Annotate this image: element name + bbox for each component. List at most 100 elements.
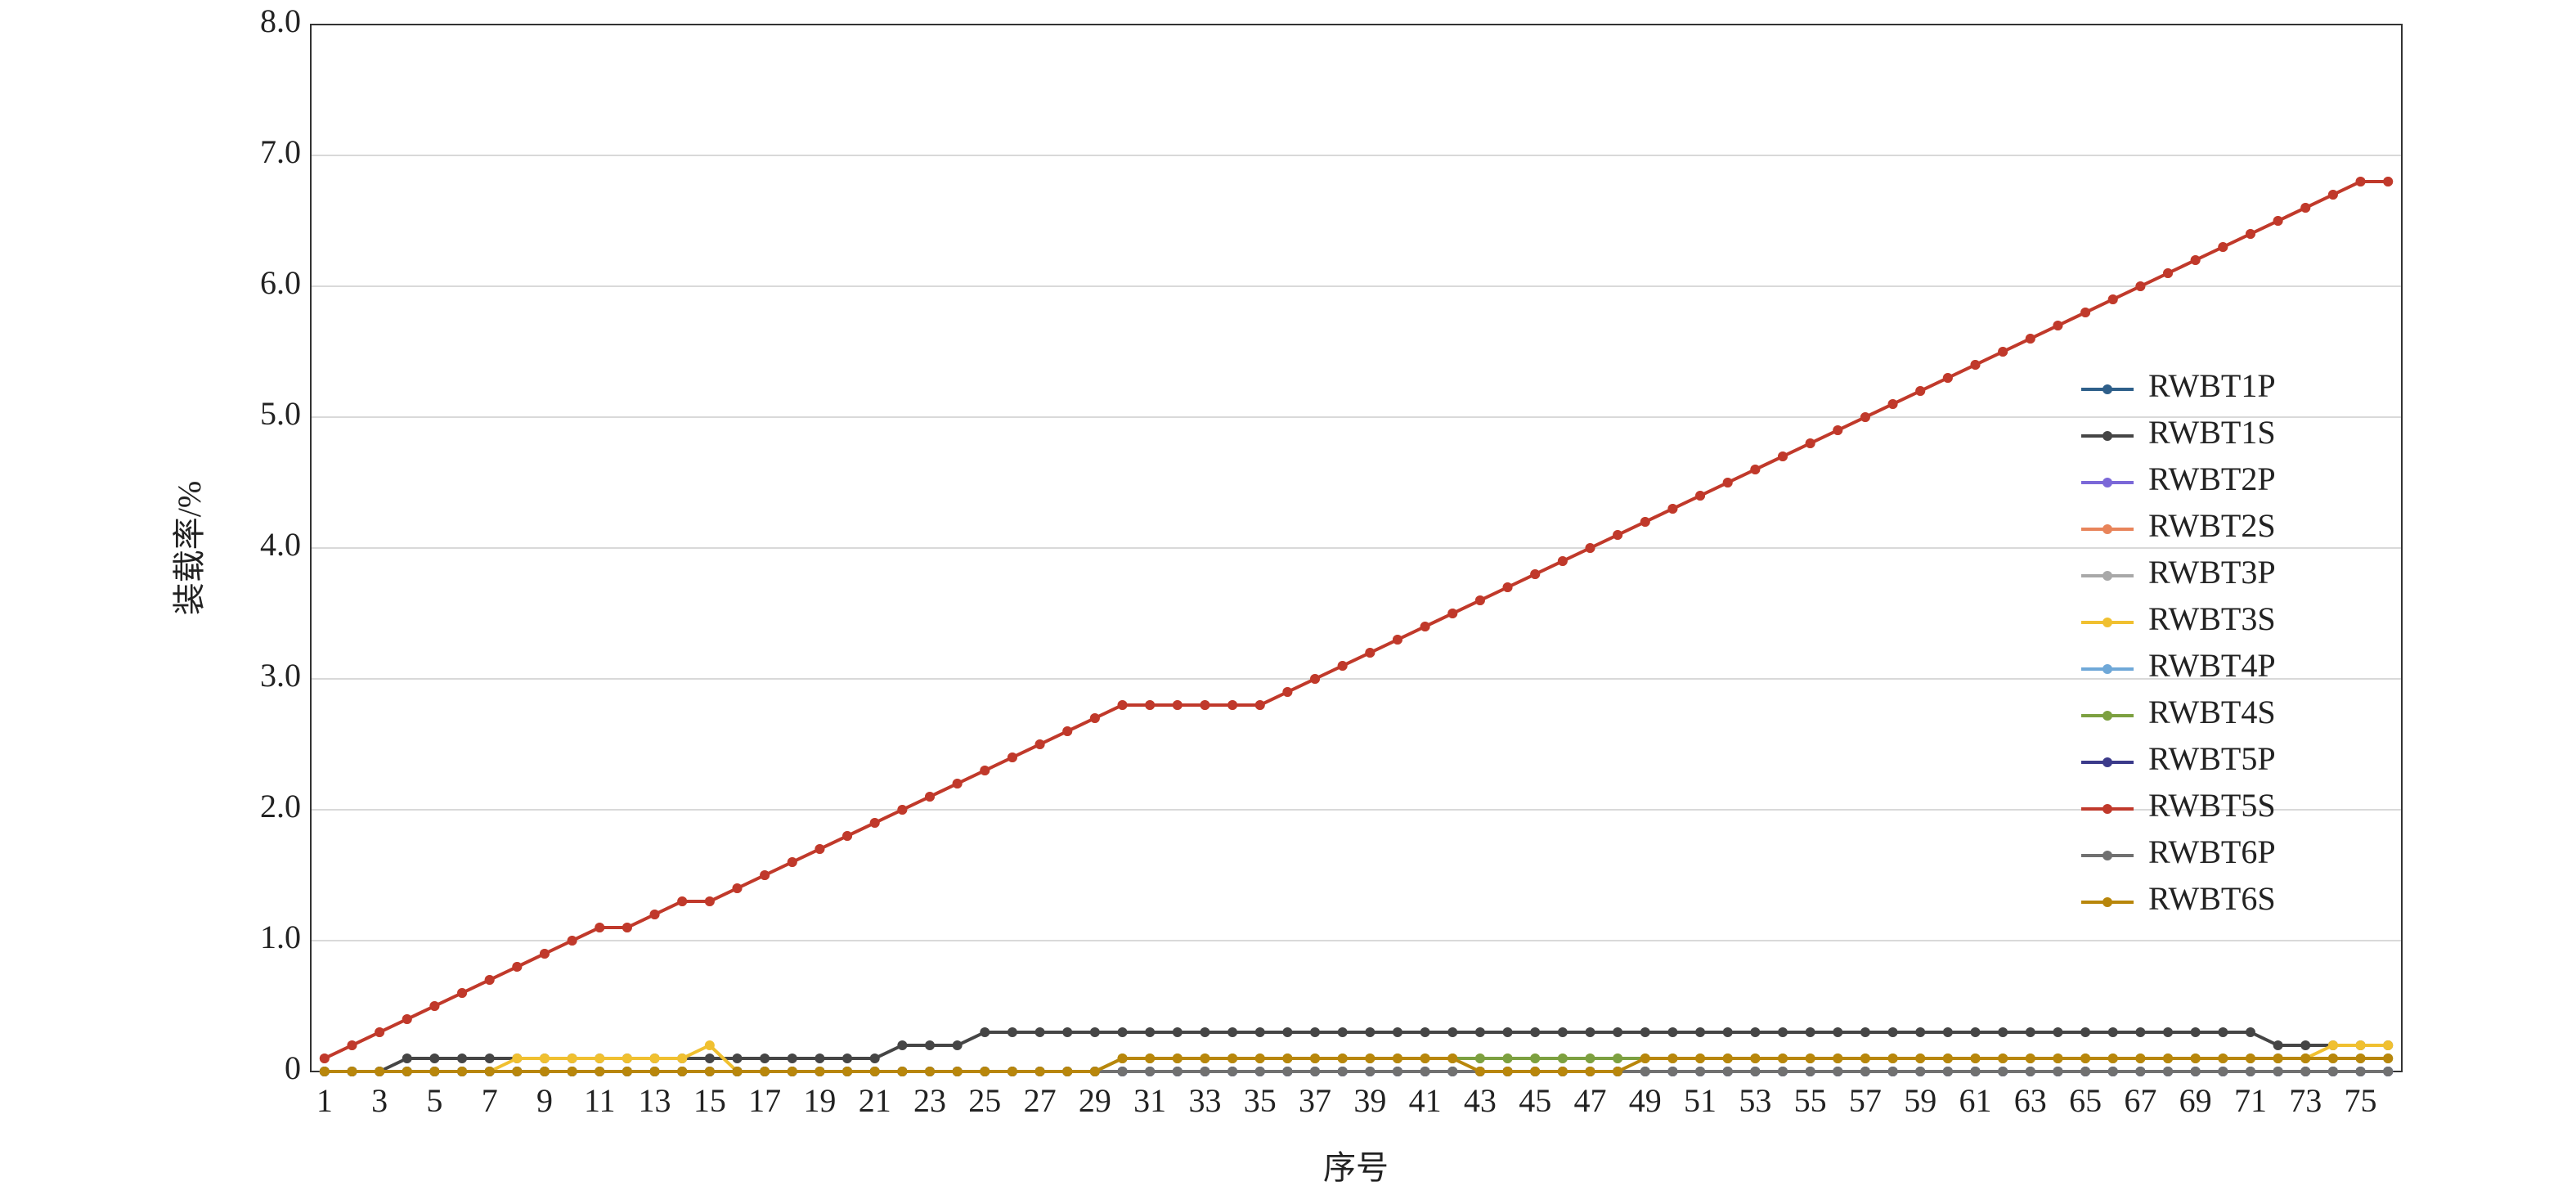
data-point <box>2218 1067 2228 1076</box>
data-point <box>512 1067 523 1076</box>
data-point <box>375 1067 385 1076</box>
data-point <box>457 1054 468 1063</box>
data-point <box>2025 1054 2035 1063</box>
data-point <box>2190 1067 2201 1076</box>
data-point <box>1942 1067 1953 1076</box>
legend-label: RWBT5S <box>2148 787 2276 824</box>
data-point <box>2273 1067 2283 1076</box>
data-point <box>2080 1027 2091 1037</box>
legend-marker <box>2103 804 2112 814</box>
x-tick-label: 37 <box>1299 1082 1331 1119</box>
data-point <box>1227 1054 1238 1063</box>
data-point <box>429 1001 440 1011</box>
data-point <box>1833 1054 1843 1063</box>
x-tick-label: 15 <box>693 1082 726 1119</box>
data-point <box>402 1054 412 1063</box>
data-point <box>484 1054 495 1063</box>
data-point <box>1833 1027 1843 1037</box>
data-point <box>1310 1054 1321 1063</box>
data-point <box>1007 752 1017 762</box>
data-point <box>1502 1054 1513 1063</box>
x-tick-label: 67 <box>2124 1082 2156 1119</box>
data-point <box>1640 1054 1650 1063</box>
data-point <box>2190 1054 2201 1063</box>
data-point <box>1860 1027 1870 1037</box>
data-point <box>649 1054 660 1063</box>
data-point <box>622 1054 632 1063</box>
data-point <box>2218 1054 2228 1063</box>
data-point <box>2107 294 2118 304</box>
data-point <box>1282 1054 1293 1063</box>
data-point <box>2080 1067 2091 1076</box>
data-point <box>677 1067 688 1076</box>
data-point <box>1833 1067 1843 1076</box>
x-tick-label: 39 <box>1353 1082 1386 1119</box>
data-point <box>925 1040 936 1050</box>
data-point <box>402 1014 412 1024</box>
data-point <box>567 936 577 946</box>
data-point <box>1474 1054 1485 1063</box>
data-point <box>1172 1027 1183 1037</box>
x-tick-label: 71 <box>2234 1082 2267 1119</box>
data-point <box>787 857 797 867</box>
data-point <box>2355 1040 2366 1050</box>
data-point <box>1474 1067 1485 1076</box>
data-point <box>2327 1054 2338 1063</box>
data-point <box>1613 1067 1623 1076</box>
data-point <box>1915 1067 1926 1076</box>
x-tick-label: 13 <box>639 1082 671 1119</box>
x-tick-label: 31 <box>1133 1082 1166 1119</box>
data-point <box>1750 465 1761 474</box>
legend-label: RWBT2P <box>2148 460 2276 497</box>
data-point <box>1860 412 1870 422</box>
data-point <box>1062 726 1073 736</box>
y-tick-label: 1.0 <box>260 919 301 955</box>
data-point <box>2025 1067 2035 1076</box>
data-point <box>1227 1067 1238 1076</box>
data-point <box>2300 1067 2311 1076</box>
data-point <box>1557 1027 1568 1037</box>
series-line <box>323 180 2389 1060</box>
data-point <box>869 1054 880 1063</box>
data-point <box>567 1067 577 1076</box>
data-point <box>1530 1054 1541 1063</box>
data-point <box>2135 1027 2146 1037</box>
data-point <box>1998 347 2008 357</box>
x-tick-label: 73 <box>2289 1082 2322 1119</box>
data-point <box>1420 1054 1430 1063</box>
data-point <box>539 1054 550 1063</box>
x-tick-label: 55 <box>1794 1082 1827 1119</box>
x-tick-label: 7 <box>482 1082 498 1119</box>
series-line <box>324 1057 2389 1073</box>
x-tick-label: 65 <box>2069 1082 2102 1119</box>
data-point <box>595 923 605 932</box>
data-point <box>2053 1067 2063 1076</box>
legend-marker <box>2103 897 2112 907</box>
legend-marker <box>2103 431 2112 441</box>
data-point <box>1667 1054 1678 1063</box>
data-point <box>1613 530 1623 540</box>
data-point <box>1172 700 1183 710</box>
data-point <box>622 923 632 932</box>
data-point <box>402 1067 412 1076</box>
data-point <box>1034 739 1045 749</box>
data-point <box>1667 504 1678 514</box>
data-point <box>815 844 825 854</box>
data-point <box>2327 1067 2338 1076</box>
data-point <box>704 1067 715 1076</box>
data-point <box>2355 177 2366 186</box>
x-tick-label: 9 <box>536 1082 553 1119</box>
data-point <box>595 1067 605 1076</box>
data-point <box>1860 1067 1870 1076</box>
data-point <box>1887 399 1898 409</box>
data-point <box>1722 1054 1733 1063</box>
data-point <box>1750 1027 1761 1037</box>
data-point <box>842 1067 853 1076</box>
data-point <box>457 1067 468 1076</box>
data-point <box>1640 517 1650 527</box>
data-point <box>2107 1054 2118 1063</box>
legend-marker <box>2103 384 2112 394</box>
legend-marker <box>2103 571 2112 581</box>
series-line <box>323 180 2389 1060</box>
data-point <box>1585 1054 1595 1063</box>
